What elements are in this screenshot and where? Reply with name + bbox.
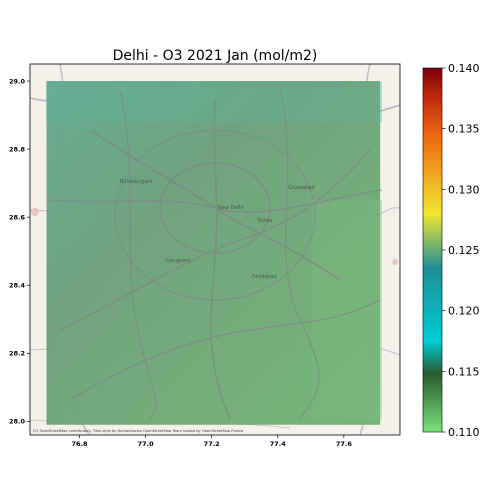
place-labels: Bahadurgarh New Delhi Noida Ghaziabad Gu… [120, 179, 315, 280]
ozone-raster-east-band [312, 200, 382, 419]
colorbar-tick-label: 0.110 [448, 426, 480, 439]
place-label: Bahadurgarh [120, 179, 152, 185]
colorbar-tick-label: 0.115 [448, 365, 480, 378]
colorbar-tick-label: 0.135 [448, 123, 480, 136]
y-tick-label: 28.8 [9, 145, 26, 153]
colorbar: 0.140 0.135 0.130 0.125 0.120 0.115 0.110 [422, 62, 480, 439]
x-tick-label: 77.2 [204, 440, 220, 448]
y-axis-ticks: 29.0 28.8 28.6 28.4 28.2 28.0 [9, 77, 30, 426]
colorbar-ticks: 0.140 0.135 0.130 0.125 0.120 0.115 0.110 [442, 62, 480, 439]
colorbar-bar [422, 67, 443, 433]
x-tick-label: 77.4 [270, 440, 287, 448]
colorbar-tick-label: 0.125 [448, 244, 480, 257]
place-label: Ghaziabad [288, 185, 315, 191]
x-axis-ticks: 76.8 77.0 77.2 77.4 77.6 [72, 435, 353, 448]
map-attribution: (C) OpenStreetMap contributors, Tiles st… [33, 429, 244, 433]
x-tick-label: 77.0 [138, 440, 155, 448]
colorbar-tick-label: 0.140 [448, 62, 480, 75]
y-tick-label: 29.0 [9, 77, 26, 85]
map-axes: Bahadurgarh New Delhi Noida Ghaziabad Gu… [29, 63, 401, 436]
x-tick-label: 77.6 [336, 440, 353, 448]
x-tick-label: 76.8 [72, 440, 89, 448]
map-title: Delhi - O3 2021 Jan (mol/m2) [113, 48, 318, 64]
axes-frame [29, 63, 401, 436]
y-tick-label: 28.6 [9, 213, 26, 221]
colorbar-tick-label: 0.120 [448, 305, 480, 318]
y-tick-label: 28.2 [9, 350, 25, 358]
place-label: Noida [258, 218, 272, 224]
y-tick-label: 28.4 [9, 282, 26, 290]
colorbar-tick-label: 0.130 [448, 183, 480, 196]
overlay-roads [49, 89, 383, 420]
y-tick-label: 28.0 [9, 418, 26, 426]
place-label: Faridabad [252, 274, 277, 280]
place-label: New Delhi [218, 205, 243, 211]
place-label: Gurugram [165, 258, 191, 264]
